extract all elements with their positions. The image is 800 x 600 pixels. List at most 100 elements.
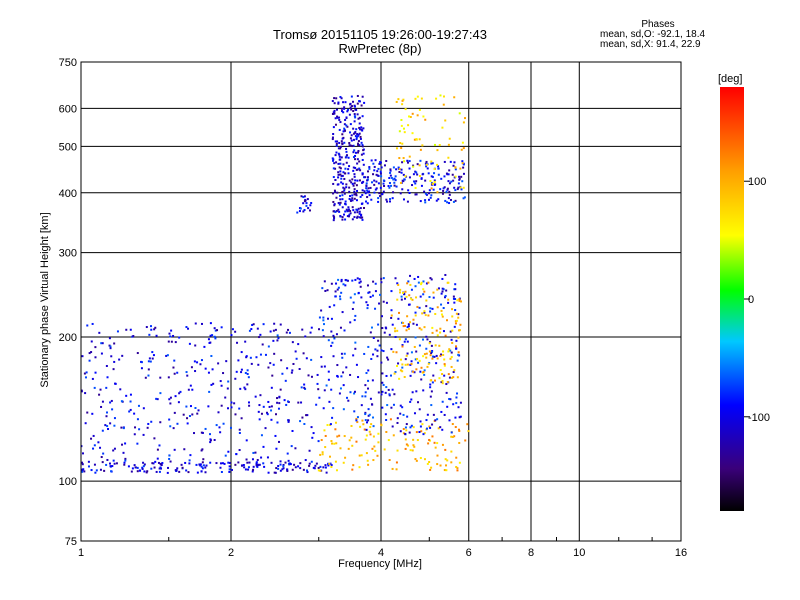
data-point xyxy=(366,202,369,205)
data-point xyxy=(141,467,144,470)
data-point xyxy=(186,374,189,377)
data-point xyxy=(430,466,433,469)
data-point xyxy=(454,426,457,429)
data-point xyxy=(443,413,446,416)
data-point xyxy=(374,348,377,351)
data-point xyxy=(228,465,231,468)
data-point xyxy=(352,209,355,212)
data-point xyxy=(341,311,344,314)
data-point xyxy=(337,152,340,155)
data-point xyxy=(452,376,455,379)
x-tick-label: 4 xyxy=(378,547,384,559)
data-point xyxy=(374,449,377,452)
data-point xyxy=(458,428,461,431)
data-point xyxy=(420,328,423,331)
data-point xyxy=(373,165,376,168)
data-point xyxy=(428,189,431,192)
data-point xyxy=(322,466,325,469)
data-point xyxy=(353,410,356,413)
data-point xyxy=(385,430,388,433)
data-point xyxy=(339,173,342,176)
data-point xyxy=(204,427,207,430)
data-point xyxy=(180,463,183,466)
data-point xyxy=(366,196,369,199)
data-point xyxy=(343,141,346,144)
data-point xyxy=(178,392,181,395)
data-point xyxy=(421,144,424,147)
data-point xyxy=(355,136,358,139)
data-point xyxy=(462,162,465,165)
data-point xyxy=(380,423,383,426)
data-point xyxy=(90,340,93,343)
data-point xyxy=(340,174,343,177)
data-point xyxy=(395,185,398,188)
data-point xyxy=(357,291,360,294)
data-point xyxy=(157,461,160,464)
data-point xyxy=(335,161,338,164)
data-point xyxy=(398,377,401,380)
data-point xyxy=(281,468,284,471)
data-point xyxy=(419,370,422,373)
data-point xyxy=(236,341,239,344)
data-point xyxy=(337,101,340,104)
data-point xyxy=(376,454,379,457)
data-point xyxy=(319,465,322,468)
data-point xyxy=(428,296,431,299)
data-point xyxy=(418,164,421,167)
x-tick-label: 2 xyxy=(228,547,234,559)
data-point xyxy=(447,143,450,146)
data-point xyxy=(256,459,259,462)
data-point xyxy=(406,200,409,203)
data-point xyxy=(191,388,194,391)
data-point xyxy=(361,419,364,422)
data-point xyxy=(142,465,145,468)
data-point xyxy=(378,344,381,347)
data-point xyxy=(450,431,453,434)
data-point xyxy=(414,186,417,189)
data-point xyxy=(442,307,445,310)
data-point xyxy=(329,423,332,426)
data-point xyxy=(426,413,429,416)
data-point xyxy=(90,437,93,440)
data-point xyxy=(185,405,188,408)
data-point xyxy=(308,209,311,212)
data-point xyxy=(264,353,267,356)
data-point xyxy=(453,288,456,291)
data-point xyxy=(299,420,302,423)
data-point xyxy=(108,462,111,465)
data-point xyxy=(350,181,353,184)
data-point xyxy=(100,405,103,408)
data-point xyxy=(392,191,395,194)
data-point xyxy=(398,170,401,173)
data-point xyxy=(371,447,374,450)
data-point xyxy=(454,322,457,325)
data-point xyxy=(259,333,262,336)
data-point xyxy=(360,153,363,156)
data-point xyxy=(81,452,84,455)
data-point xyxy=(333,203,336,206)
data-point xyxy=(349,102,352,105)
data-point xyxy=(291,369,294,372)
data-point xyxy=(413,277,416,280)
data-point xyxy=(431,175,434,178)
data-point xyxy=(327,462,330,465)
data-point xyxy=(324,464,327,467)
data-point xyxy=(439,354,442,357)
data-point xyxy=(440,410,443,413)
data-point xyxy=(443,469,446,472)
data-point xyxy=(99,446,102,449)
data-point xyxy=(457,351,460,354)
data-point xyxy=(371,379,374,382)
data-point xyxy=(380,361,383,364)
data-point xyxy=(122,427,125,430)
data-point xyxy=(277,337,280,340)
data-point xyxy=(352,156,355,159)
data-point xyxy=(345,116,348,119)
data-point xyxy=(461,180,464,183)
data-point xyxy=(354,179,357,182)
data-point xyxy=(357,140,360,143)
data-point xyxy=(378,162,381,165)
data-point xyxy=(334,117,337,120)
data-point xyxy=(445,289,448,292)
data-point xyxy=(409,363,412,366)
